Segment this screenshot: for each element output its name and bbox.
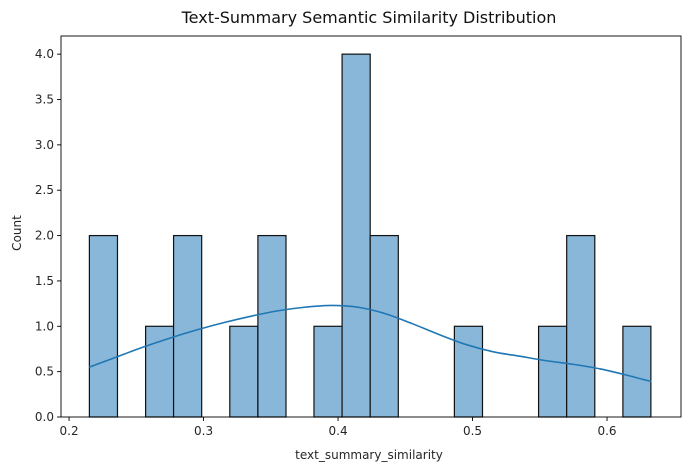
- y-tick-label: 2.0: [35, 229, 54, 243]
- x-tick-label: 0.2: [60, 424, 79, 438]
- kde-layer: [88, 304, 652, 383]
- y-tick-label: 3.5: [35, 93, 54, 107]
- histogram-bar-6: [257, 234, 287, 418]
- y-tick-label: 0.0: [35, 410, 54, 424]
- y-tick-label: 1.0: [35, 319, 54, 333]
- y-tick-label: 4.0: [35, 47, 54, 61]
- histogram-bar-3: [172, 234, 203, 418]
- histogram-bar-9: [341, 53, 371, 418]
- histogram-bar-16: [537, 325, 568, 418]
- histogram-bar-0: [88, 234, 119, 418]
- plot-frame: [60, 35, 682, 418]
- chart-title: Text-Summary Semantic Similarity Distrib…: [181, 8, 557, 27]
- histogram-bar-19: [622, 325, 652, 418]
- histogram-bar-2: [144, 325, 175, 418]
- x-tick-label: 0.3: [194, 424, 213, 438]
- y-axis-title: Count: [10, 215, 24, 251]
- y-tick-label: 2.5: [35, 183, 54, 197]
- y-tick-label: 0.5: [35, 365, 54, 379]
- y-axis-ticks: 0.0 0.5 1.0 1.5 2.0 2.5 3.0 3.5 4.0: [35, 47, 61, 424]
- histogram-bar-10: [369, 234, 399, 418]
- x-axis-title: text_summary_similarity: [295, 448, 443, 462]
- x-axis-ticks: 0.2 0.3 0.4 0.5 0.6: [60, 417, 617, 438]
- y-tick-label: 1.5: [35, 274, 54, 288]
- x-tick-label: 0.4: [329, 424, 348, 438]
- histogram-bar-13: [453, 325, 484, 418]
- x-tick-label: 0.5: [463, 424, 482, 438]
- histogram-bar-5: [229, 325, 259, 418]
- x-tick-label: 0.6: [597, 424, 616, 438]
- histogram-bar-8: [313, 325, 343, 418]
- y-tick-label: 3.0: [35, 138, 54, 152]
- histogram-bar-17: [566, 234, 596, 418]
- bars-layer: [88, 53, 652, 418]
- kde-curve: [88, 304, 652, 383]
